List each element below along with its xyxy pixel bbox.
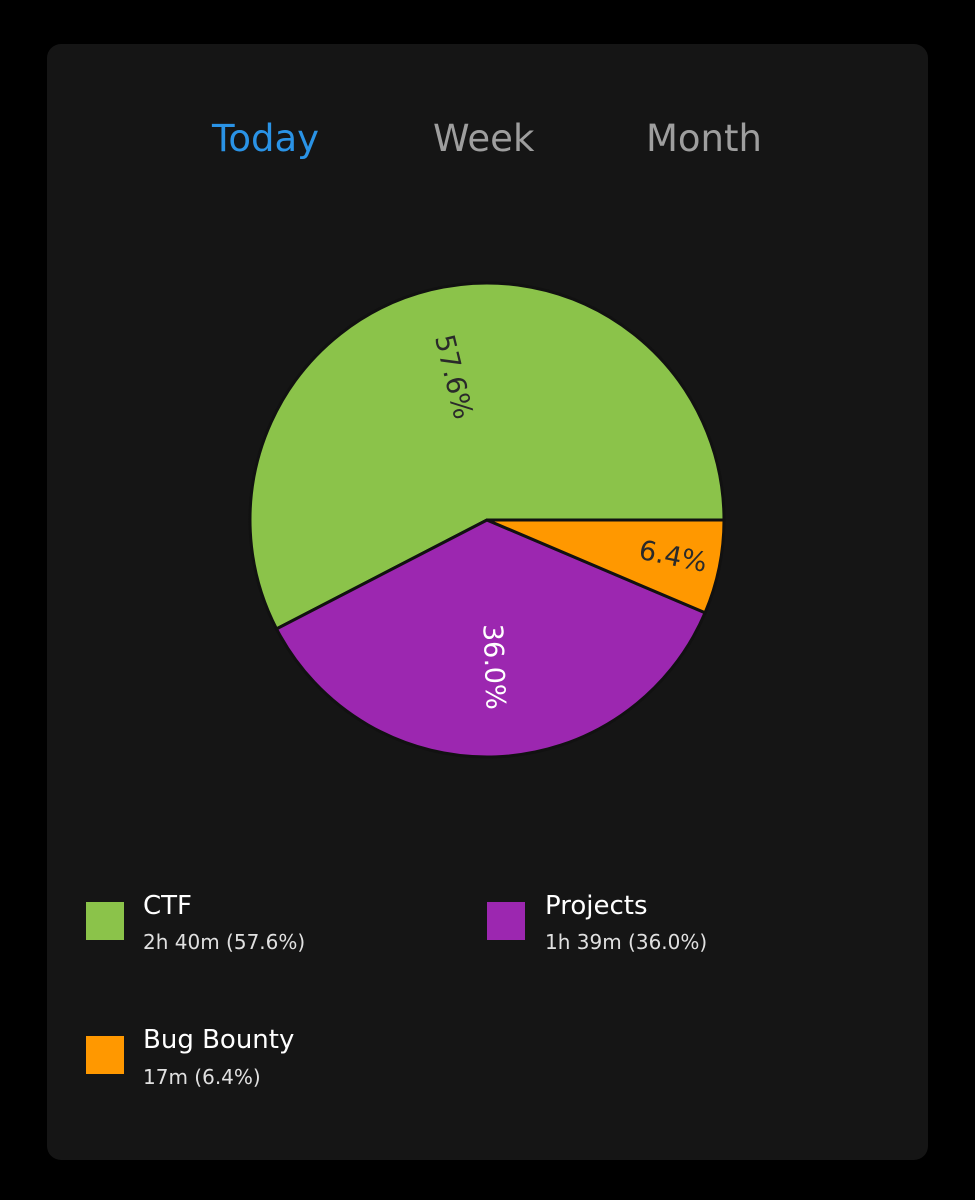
legend-detail-bug-bounty: 17m (6.4%): [143, 1065, 261, 1089]
pie-label-projects: 36.0%: [476, 623, 510, 710]
legend-detail-ctf: 2h 40m (57.6%): [143, 930, 306, 954]
legend-swatch-ctf: [86, 902, 124, 940]
pie-slice-bug-bounty: [486, 518, 726, 615]
legend-name-ctf: CTF: [143, 891, 192, 921]
legend-name-projects: Projects: [545, 891, 648, 921]
pie-slice-projects: [274, 518, 708, 759]
tab-month[interactable]: Month: [646, 117, 762, 160]
legend-detail-projects: 1h 39m (36.0%): [545, 930, 708, 954]
legend-swatch-bug-bounty: [86, 1036, 124, 1074]
pie-slice-ctf: [248, 281, 726, 631]
legend-name-bug-bounty: Bug Bounty: [143, 1025, 295, 1055]
tab-week[interactable]: Week: [433, 117, 535, 160]
legend-swatch-projects: [487, 902, 525, 940]
tab-today[interactable]: Today: [212, 117, 320, 160]
period-tabs: Today Week Month: [0, 0, 975, 200]
